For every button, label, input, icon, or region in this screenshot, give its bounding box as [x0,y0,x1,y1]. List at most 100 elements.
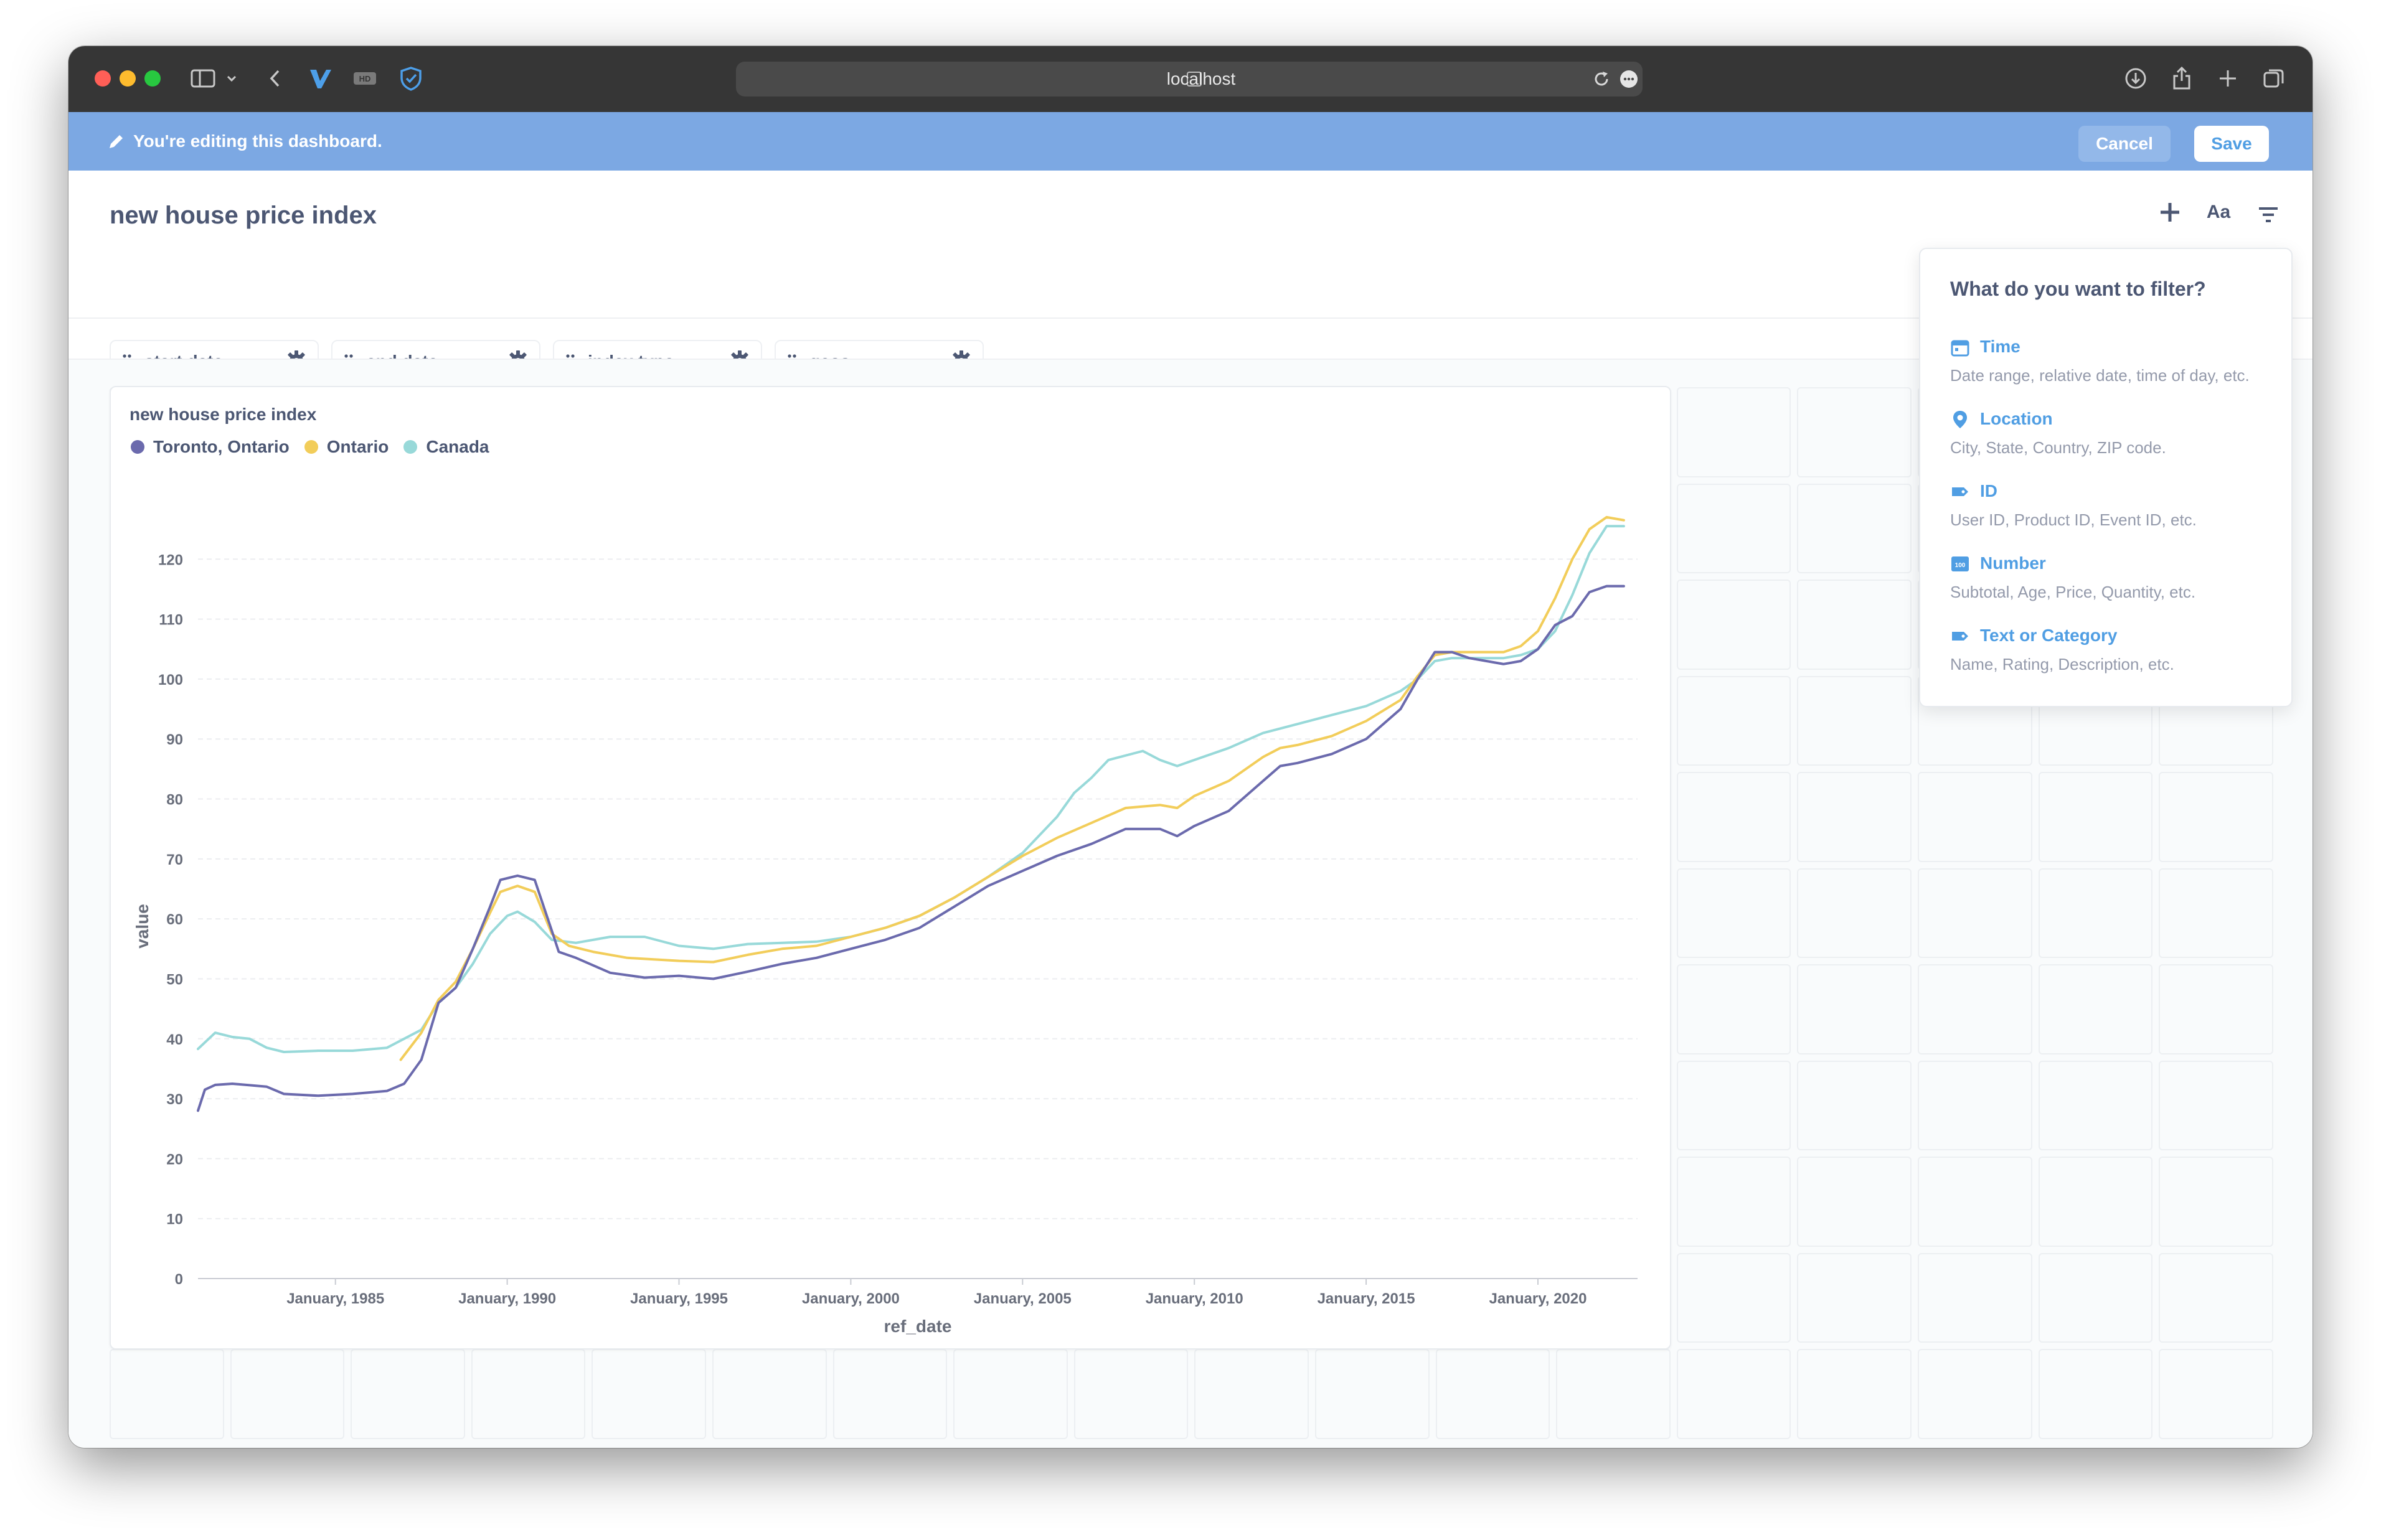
chart-legend: Toronto, Ontario Ontario Canada [131,434,504,459]
grid-cell [1797,868,1912,958]
share-icon[interactable] [2167,63,2197,93]
filter-option-description: User ID, Product ID, Event ID, etc. [1950,510,2197,529]
x-tick-label: January, 1985 [286,1290,384,1307]
grid-cell [110,1349,224,1439]
grid-cell [1797,1060,1912,1150]
grid-cell [1918,1349,2032,1439]
grid-cell [2038,964,2153,1054]
grid-cell [1676,675,1791,766]
legend-dot [403,440,418,454]
minimize-window-button[interactable] [120,70,136,87]
grid-cell [1797,1157,1912,1247]
filter-option-title: Location [1980,409,2053,428]
tag-icon [1950,482,1970,502]
grid-cell [1918,964,2032,1054]
new-tab-icon[interactable] [2213,63,2243,93]
filter-option-number[interactable]: 100 Number Subtotal, Age, Price, Quantit… [1950,553,2274,615]
y-tick-label: 70 [166,852,183,868]
grid-cell [1918,772,2032,862]
add-icon[interactable] [2154,197,2185,228]
back-icon[interactable] [260,63,290,93]
grid-cell [1194,1349,1309,1439]
grid-cell [592,1349,706,1439]
pencil-icon [107,132,126,154]
tab-overview-icon[interactable] [2259,63,2289,93]
y-tick-label: 40 [166,1031,183,1048]
site-favicon-icon [1187,72,1202,87]
filter-option-description: Date range, relative date, time of day, … [1950,366,2250,385]
grid-cell [1797,675,1912,766]
x-tick-label: January, 1990 [458,1290,556,1307]
card-title[interactable]: new house price index [130,405,317,424]
text-icon[interactable]: Aa [2206,202,2231,222]
browser-toolbar: HD localhost [68,46,2313,113]
edit-mode-banner: You're editing this dashboard. Cancel Sa… [68,112,2313,171]
grid-cell [1676,1157,1791,1247]
grid-cell [1556,1349,1671,1439]
grid-cell [2038,772,2153,862]
grid-cell [2159,1349,2273,1439]
grid-cell [712,1349,827,1439]
grid-cell [2038,1157,2153,1247]
legend-item-toronto[interactable]: Toronto, Ontario [131,437,290,457]
x-tick-label: January, 2015 [1318,1290,1415,1307]
y-tick-label: 20 [166,1151,183,1168]
filter-type-popover: What do you want to filter? Time Date ra… [1919,248,2293,707]
legend-item-ontario[interactable]: Ontario [304,437,389,457]
y-tick-label: 30 [166,1091,183,1108]
more-options-icon[interactable] [1614,64,1644,94]
hd-extension-icon[interactable]: HD [350,63,380,93]
location-pin-icon [1950,410,1970,430]
grid-cell [1797,1349,1912,1439]
shield-icon[interactable] [396,63,426,93]
grid-cell [351,1349,465,1439]
series-line-toronto-ontario[interactable] [197,585,1625,1112]
filter-option-description: Name, Rating, Description, etc. [1950,655,2174,674]
legend-item-canada[interactable]: Canada [403,437,489,457]
y-tick-label: 60 [166,911,183,928]
grid-cell [2159,1157,2273,1247]
grid-cell [1918,1252,2032,1343]
maximize-window-button[interactable] [144,70,161,87]
y-tick-label: 120 [158,552,183,568]
close-window-button[interactable] [95,70,111,87]
grid-cell [2038,1349,2153,1439]
line-chart[interactable]: 0 10 20 30 40 50 60 70 80 90 100 110 120 January, 198… [111,387,1670,1348]
save-button[interactable]: Save [2194,126,2269,162]
grid-cell [1797,772,1912,862]
grid-cell [2038,1060,2153,1150]
chevron-down-icon[interactable] [217,63,247,93]
filter-option-location[interactable]: Location City, State, Country, ZIP code. [1950,408,2274,471]
download-icon[interactable] [2121,63,2151,93]
grid-cell [1676,483,1791,573]
grid-cell [1315,1349,1430,1439]
popover-title: What do you want to filter? [1950,278,2206,300]
filter-option-time[interactable]: Time Date range, relative date, time of … [1950,336,2274,398]
filter-option-id[interactable]: ID User ID, Product ID, Event ID, etc. [1950,481,2274,543]
series-line-ontario[interactable] [399,515,1625,1061]
filter-icon[interactable] [2253,199,2284,230]
address-bar[interactable]: localhost [736,62,1643,96]
filter-option-text-or-category[interactable]: Text or Category Name, Rating, Descripti… [1950,625,2274,687]
filter-option-title: Text or Category [1980,626,2118,645]
extension-v-icon[interactable] [305,63,335,93]
filter-option-title: Time [1980,337,2020,356]
reload-icon[interactable] [1587,64,1616,94]
grid-cell [1676,580,1791,670]
grid-cell [1676,868,1791,958]
grid-cell [230,1349,345,1439]
grid-cell [471,1349,586,1439]
sidebar-toggle-icon[interactable] [188,63,218,93]
grid-cell [832,1349,948,1439]
grid-cell [1918,868,2032,958]
cancel-button[interactable]: Cancel [2078,126,2171,162]
filter-option-description: Subtotal, Age, Price, Quantity, etc. [1950,583,2196,601]
dashboard-title[interactable]: new house price index [110,202,377,229]
chart-card[interactable]: new house price index Toronto, Ontario O… [110,386,1671,1350]
grid-cell [1676,772,1791,862]
x-tick-label: January, 2005 [974,1290,1072,1307]
grid-cell [1435,1349,1550,1439]
filter-option-title: ID [1980,481,1997,500]
series-line-canada[interactable] [197,525,1625,1053]
url-text: localhost [1166,69,1236,88]
